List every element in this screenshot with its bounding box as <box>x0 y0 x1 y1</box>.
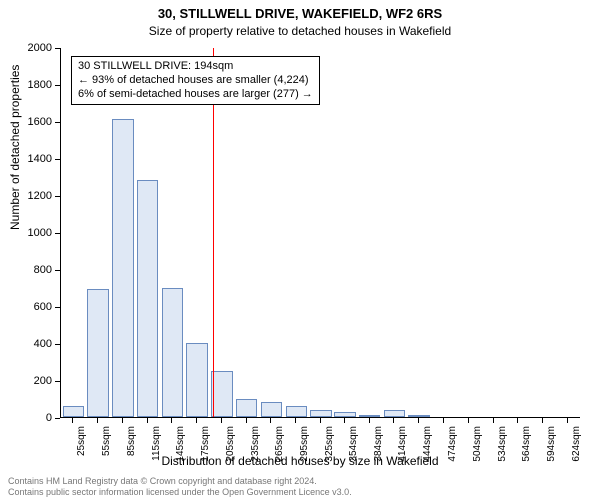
x-tick <box>147 418 148 423</box>
y-tick <box>55 344 60 345</box>
y-tick-label: 200 <box>0 375 52 387</box>
bar <box>310 410 331 417</box>
y-tick <box>55 85 60 86</box>
plot-area: 30 STILLWELL DRIVE: 194sqm ← 93% of deta… <box>60 48 580 418</box>
y-tick-label: 1800 <box>0 79 52 91</box>
bar <box>261 402 282 417</box>
footer-line-1: Contains HM Land Registry data © Crown c… <box>8 476 352 487</box>
x-tick <box>196 418 197 423</box>
y-tick-label: 0 <box>0 412 52 424</box>
x-tick <box>567 418 568 423</box>
x-tick <box>122 418 123 423</box>
x-axis-label: Distribution of detached houses by size … <box>0 454 600 468</box>
annotation-box: 30 STILLWELL DRIVE: 194sqm ← 93% of deta… <box>71 56 320 105</box>
bar <box>112 119 133 417</box>
x-tick <box>97 418 98 423</box>
x-tick <box>443 418 444 423</box>
x-tick <box>468 418 469 423</box>
y-tick <box>55 122 60 123</box>
x-tick <box>344 418 345 423</box>
y-tick <box>55 307 60 308</box>
bar <box>137 180 158 417</box>
y-tick <box>55 196 60 197</box>
x-tick <box>270 418 271 423</box>
x-tick <box>221 418 222 423</box>
y-tick <box>55 159 60 160</box>
x-tick <box>171 418 172 423</box>
y-tick-label: 1200 <box>0 190 52 202</box>
x-tick <box>517 418 518 423</box>
x-tick <box>493 418 494 423</box>
x-tick <box>393 418 394 423</box>
annotation-line-3: 6% of semi-detached houses are larger (2… <box>78 88 313 102</box>
y-tick <box>55 381 60 382</box>
y-tick <box>55 48 60 49</box>
chart-title: 30, STILLWELL DRIVE, WAKEFIELD, WF2 6RS <box>0 6 600 21</box>
bar <box>162 288 183 418</box>
bar <box>408 415 429 417</box>
y-tick-label: 1600 <box>0 116 52 128</box>
bar <box>384 410 405 417</box>
bar <box>359 415 380 417</box>
y-tick-label: 1000 <box>0 227 52 239</box>
bar <box>236 399 257 418</box>
chart-page: { "chart": { "type": "histogram", "title… <box>0 0 600 500</box>
bar <box>186 343 207 417</box>
bar <box>334 412 355 417</box>
y-tick-label: 2000 <box>0 42 52 54</box>
x-tick <box>369 418 370 423</box>
footer-attribution: Contains HM Land Registry data © Crown c… <box>8 476 352 498</box>
bar <box>286 406 307 417</box>
x-tick <box>246 418 247 423</box>
x-tick <box>72 418 73 423</box>
y-tick <box>55 418 60 419</box>
x-tick <box>418 418 419 423</box>
y-tick-label: 600 <box>0 301 52 313</box>
annotation-line-2: ← 93% of detached houses are smaller (4,… <box>78 74 313 88</box>
bar <box>211 371 232 417</box>
x-tick <box>320 418 321 423</box>
y-tick <box>55 270 60 271</box>
bar <box>63 406 84 417</box>
y-tick-label: 800 <box>0 264 52 276</box>
annotation-line-1: 30 STILLWELL DRIVE: 194sqm <box>78 60 313 74</box>
y-tick-label: 1400 <box>0 153 52 165</box>
bar <box>87 289 108 417</box>
x-tick <box>295 418 296 423</box>
footer-line-2: Contains public sector information licen… <box>8 487 352 498</box>
x-tick <box>542 418 543 423</box>
y-tick <box>55 233 60 234</box>
y-tick-label: 400 <box>0 338 52 350</box>
chart-subtitle: Size of property relative to detached ho… <box>0 24 600 38</box>
